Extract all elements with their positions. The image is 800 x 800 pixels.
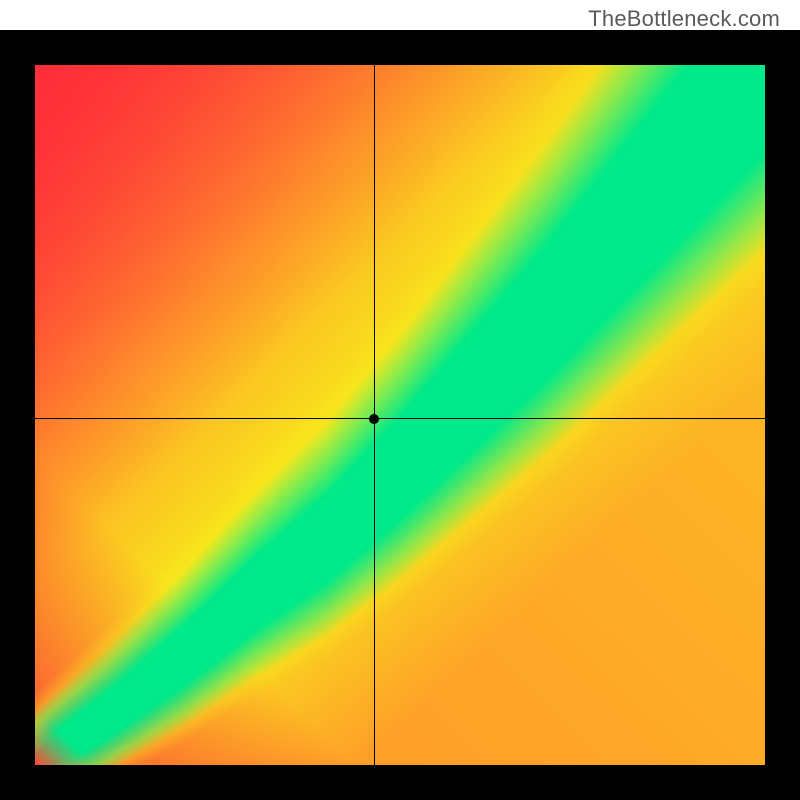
- heatmap-canvas: [35, 65, 765, 765]
- crosshair-horizontal: [35, 418, 765, 419]
- crosshair-marker: [369, 414, 379, 424]
- watermark-text: TheBottleneck.com: [588, 6, 780, 32]
- chart-container: TheBottleneck.com: [0, 0, 800, 800]
